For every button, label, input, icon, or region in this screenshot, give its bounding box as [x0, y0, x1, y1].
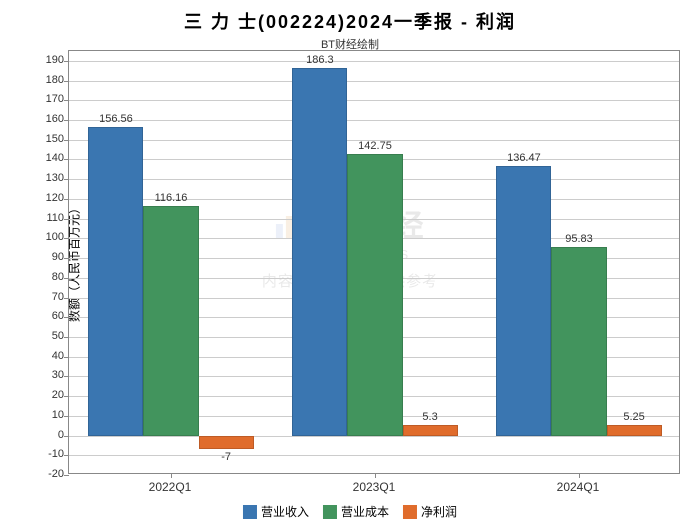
- ytick-label: 160: [34, 113, 64, 125]
- bar-label: 156.56: [99, 113, 133, 125]
- gridline: [69, 455, 679, 456]
- gridline: [69, 436, 679, 437]
- legend-item: 净利润: [403, 503, 457, 520]
- xtick-label: 2024Q1: [557, 480, 600, 494]
- ytick-label: 100: [34, 231, 64, 243]
- legend-label: 营业收入: [261, 503, 309, 520]
- legend-swatch: [323, 505, 337, 519]
- bar: [143, 206, 198, 435]
- bar: [347, 154, 402, 436]
- legend: 营业收入 营业成本 净利润: [243, 503, 457, 520]
- ytick-label: 90: [34, 251, 64, 263]
- bar-label: 5.25: [623, 411, 644, 423]
- ytick-label: 130: [34, 172, 64, 184]
- ytick-label: 150: [34, 133, 64, 145]
- legend-swatch: [243, 505, 257, 519]
- legend-item: 营业成本: [323, 503, 389, 520]
- ytick-label: 60: [34, 310, 64, 322]
- bar: [607, 425, 662, 435]
- xtick-label: 2022Q1: [149, 480, 192, 494]
- bar-label: 5.3: [422, 411, 437, 423]
- chart-title: 三 力 士(002224)2024一季报 - 利润: [0, 0, 700, 34]
- ytick-label: 190: [34, 54, 64, 66]
- ytick-label: 10: [34, 409, 64, 421]
- chart-container: 三 力 士(002224)2024一季报 - 利润 BT财经绘制 BT财经 BU…: [0, 0, 700, 524]
- bar-label: 142.75: [358, 140, 392, 152]
- bar: [199, 436, 254, 450]
- legend-swatch: [403, 505, 417, 519]
- plot-area: 156.56 116.16 -7 186.3 142.75 5.3 136.47 95.83 5…: [68, 50, 680, 474]
- ytick-label: 50: [34, 330, 64, 342]
- ytick-label: 120: [34, 192, 64, 204]
- bar-label: 186.3: [306, 54, 334, 66]
- ytick-label: 30: [34, 369, 64, 381]
- bar: [403, 425, 458, 435]
- bar: [496, 166, 551, 435]
- legend-label: 营业成本: [341, 503, 389, 520]
- xtick-label: 2023Q1: [353, 480, 396, 494]
- ytick-label: -20: [34, 468, 64, 480]
- ytick-label: 180: [34, 74, 64, 86]
- bar-label: 116.16: [155, 192, 188, 204]
- bar-label: 95.83: [565, 233, 593, 245]
- bar: [88, 127, 143, 436]
- bar-label: -7: [221, 451, 231, 463]
- bar-label: 136.47: [507, 152, 541, 164]
- bar: [551, 247, 606, 436]
- ytick-label: 140: [34, 152, 64, 164]
- gridline: [69, 81, 679, 82]
- ytick-label: 170: [34, 93, 64, 105]
- gridline: [69, 120, 679, 121]
- legend-item: 营业收入: [243, 503, 309, 520]
- ytick-label: 110: [34, 212, 64, 224]
- gridline: [69, 61, 679, 62]
- bar: [292, 68, 347, 435]
- gridline: [69, 100, 679, 101]
- ytick-label: 80: [34, 271, 64, 283]
- ytick-label: -10: [34, 448, 64, 460]
- ytick-label: 40: [34, 350, 64, 362]
- ytick-label: 20: [34, 389, 64, 401]
- ytick-label: 0: [34, 429, 64, 441]
- legend-label: 净利润: [421, 503, 457, 520]
- ytick-label: 70: [34, 291, 64, 303]
